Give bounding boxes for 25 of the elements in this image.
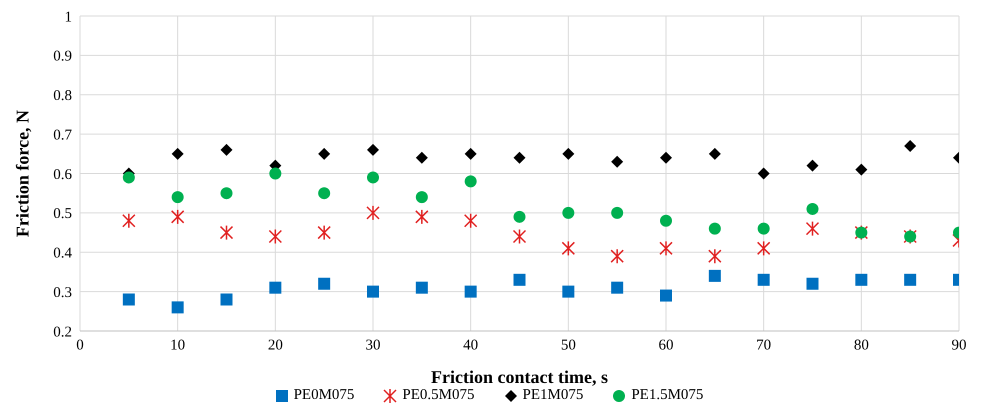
y-axis-title: Friction force, N [12, 110, 32, 238]
y-tick-label: 1 [64, 9, 72, 26]
y-tick-label: 0.7 [53, 127, 72, 144]
x-tick-label: 90 [952, 338, 966, 354]
y-tick-label: 0.3 [53, 284, 72, 301]
x-tick-label: 60 [658, 338, 674, 354]
x-tick-label: 40 [463, 338, 478, 354]
y-tick-label: 0.5 [53, 206, 72, 222]
legend-label: PE0M075 [292, 387, 354, 404]
legend-label: PE1M075 [522, 387, 584, 404]
x-tick-label: 20 [268, 338, 283, 354]
x-tick-label: 80 [854, 338, 869, 354]
x-tick-label: 30 [366, 338, 380, 354]
x-tick-label: 70 [756, 338, 772, 354]
y-tick-label: 0.4 [53, 246, 72, 262]
x-axis-title: Friction contact time, s [431, 367, 608, 387]
legend-label: PE1.5M075 [630, 387, 704, 404]
x-tick-label: 10 [170, 338, 186, 354]
x-tick-label: 50 [560, 338, 576, 354]
y-tick-label: 0.6 [53, 166, 72, 183]
y-tick-label: 0.9 [53, 48, 72, 65]
legend-label: PE0.5M075 [401, 387, 474, 404]
y-tick-label: 0.8 [53, 88, 72, 104]
x-tick-label: 0 [76, 338, 84, 354]
y-tick-label: 0.2 [53, 324, 72, 340]
